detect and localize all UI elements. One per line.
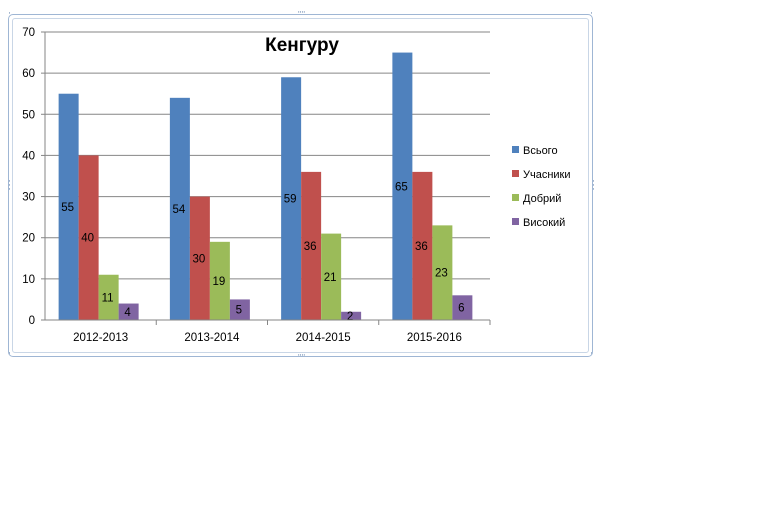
x-tick-label: 2013-2014 xyxy=(184,332,240,344)
resize-handle-bottom[interactable]: ···· xyxy=(297,351,305,361)
bar xyxy=(58,93,79,320)
data-labels: 55 40 11 4 54 30 19 5 59 36 21 2 65 36 23 6 xyxy=(61,181,464,323)
data-label: 5 xyxy=(236,305,242,317)
legend-label: Всього xyxy=(523,145,558,157)
resize-handle-top-left[interactable]: · xyxy=(8,9,11,19)
data-label: 11 xyxy=(102,292,114,304)
data-label: 36 xyxy=(304,241,317,253)
legend-swatch xyxy=(512,218,519,225)
axes: 0 10 20 30 40 50 60 70 2012-2013 2013-2014 2014-20… xyxy=(22,27,491,344)
data-label: 30 xyxy=(192,253,205,265)
legend-label: Учасники xyxy=(523,169,571,181)
bars xyxy=(58,52,473,320)
bar xyxy=(169,97,190,320)
data-label: 21 xyxy=(324,272,337,284)
chart-title: Кенгуру xyxy=(265,35,339,56)
y-tick-label: 30 xyxy=(22,192,35,204)
data-label: 6 xyxy=(458,303,464,315)
resize-handle-top[interactable]: ···· xyxy=(297,8,305,18)
bar xyxy=(78,155,99,320)
data-label: 36 xyxy=(415,241,428,253)
legend-swatch xyxy=(512,146,519,153)
bar xyxy=(118,303,139,320)
data-label: 19 xyxy=(212,276,225,288)
bar xyxy=(301,171,322,320)
resize-handle-top-right[interactable]: · xyxy=(590,9,593,19)
x-tick-label: 2014-2015 xyxy=(296,332,351,344)
y-tick-label: 40 xyxy=(22,150,35,162)
bar xyxy=(321,233,342,320)
legend-swatch xyxy=(512,194,519,201)
data-label: 59 xyxy=(284,194,297,206)
legend: Всього Учасники Добрий Високий xyxy=(512,145,571,229)
bar xyxy=(189,196,210,320)
y-tick-label: 70 xyxy=(22,27,35,39)
y-tick-label: 10 xyxy=(22,274,35,286)
resize-handle-bottom-left[interactable]: · xyxy=(8,349,11,359)
bar xyxy=(98,274,119,320)
y-tick-label: 20 xyxy=(22,233,35,245)
legend-label: Добрий xyxy=(523,193,561,205)
bar xyxy=(432,225,453,320)
y-tick-label: 50 xyxy=(22,109,35,121)
bar xyxy=(209,241,230,320)
y-tick-label: 60 xyxy=(22,68,35,80)
x-tick-label: 2015-2016 xyxy=(407,332,462,344)
data-label: 55 xyxy=(61,202,74,214)
data-label: 65 xyxy=(395,181,408,193)
data-label: 2 xyxy=(347,311,353,323)
bar xyxy=(229,299,250,320)
bar xyxy=(392,52,413,320)
chart-area xyxy=(12,18,589,353)
resize-handle-left[interactable]: · · · xyxy=(8,177,11,195)
data-label: 23 xyxy=(435,268,448,280)
y-tick-label: 0 xyxy=(29,315,35,327)
legend-swatch xyxy=(512,170,519,177)
x-tick-label: 2012-2013 xyxy=(73,332,128,344)
data-label: 40 xyxy=(81,233,94,245)
resize-handle-bottom-right[interactable]: · xyxy=(590,349,593,359)
resize-handle-right[interactable]: · · · xyxy=(592,177,595,195)
data-label: 54 xyxy=(172,204,185,216)
bar xyxy=(281,77,302,320)
bar xyxy=(452,295,473,320)
legend-label: Високий xyxy=(523,217,565,229)
bar xyxy=(341,311,362,320)
data-label: 4 xyxy=(124,307,131,319)
bar xyxy=(412,171,433,320)
